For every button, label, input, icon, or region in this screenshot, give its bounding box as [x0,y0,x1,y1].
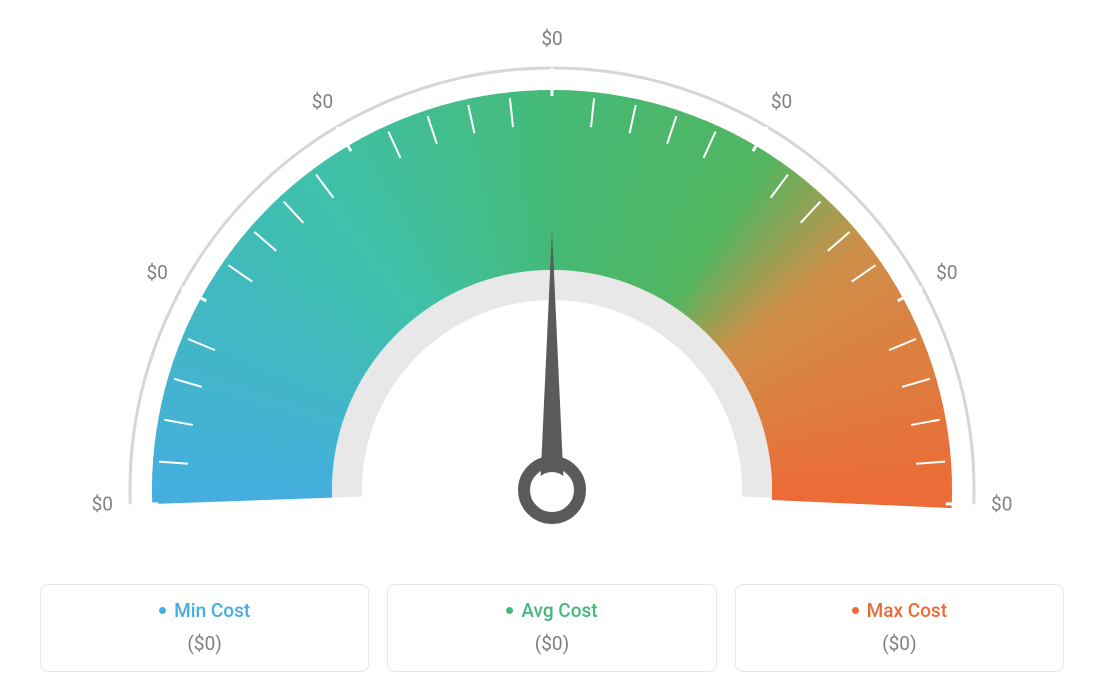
svg-text:$0: $0 [541,27,562,50]
legend-title-avg: Avg Cost [506,599,597,622]
legend-label-min: Min Cost [174,599,250,622]
svg-text:$0: $0 [936,261,957,284]
legend-dot-min [159,607,166,614]
legend-value-avg: ($0) [398,632,705,655]
legend-dot-max [852,607,859,614]
svg-text:$0: $0 [991,493,1012,516]
legend-value-min: ($0) [51,632,358,655]
gauge-area: $0 $0 $0 $0 $0 $0 $0 [0,0,1104,560]
legend-label-max: Max Cost [867,599,947,622]
legend-row: Min Cost ($0) Avg Cost ($0) Max Cost ($0… [40,584,1064,672]
svg-text:$0: $0 [312,90,333,113]
legend-title-max: Max Cost [852,599,947,622]
legend-label-avg: Avg Cost [521,599,597,622]
legend-dot-avg [506,607,513,614]
legend-title-min: Min Cost [159,599,250,622]
legend-card-max: Max Cost ($0) [735,584,1064,672]
svg-text:$0: $0 [146,261,167,284]
legend-card-avg: Avg Cost ($0) [387,584,716,672]
svg-text:$0: $0 [771,90,792,113]
legend-card-min: Min Cost ($0) [40,584,369,672]
gauge-svg: $0 $0 $0 $0 $0 $0 $0 [0,0,1104,560]
svg-text:$0: $0 [92,493,113,516]
gauge-chart-container: $0 $0 $0 $0 $0 $0 $0 Min Cost ($0) Avg Cost ($… [0,0,1104,690]
legend-value-max: ($0) [746,632,1053,655]
